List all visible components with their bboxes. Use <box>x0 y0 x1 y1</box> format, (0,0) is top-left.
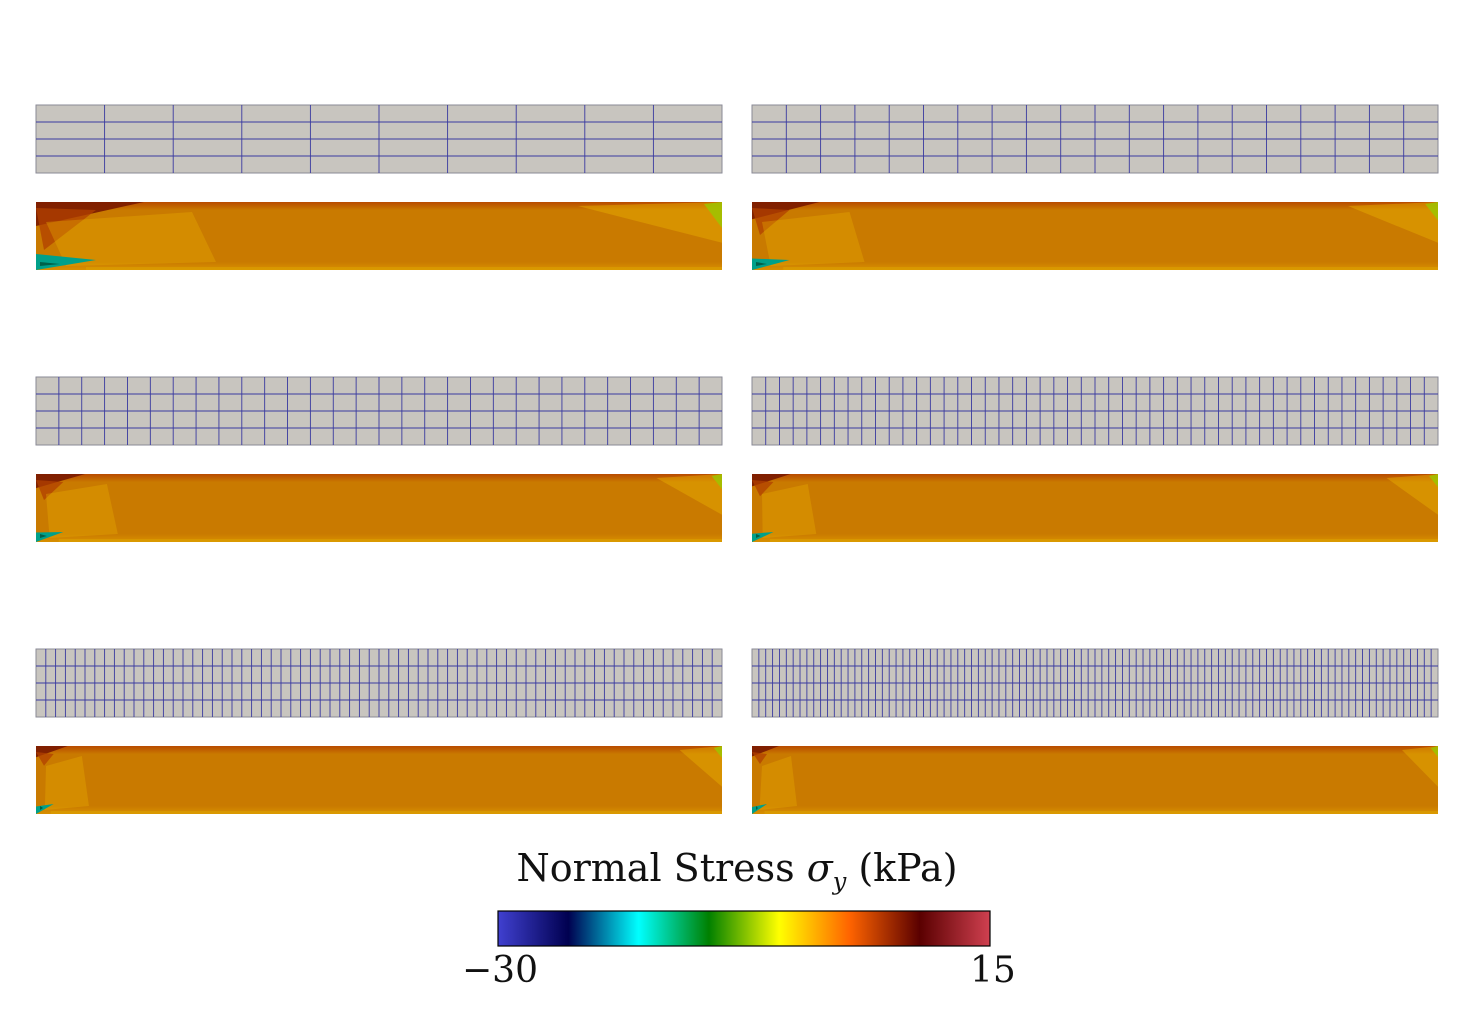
stress-field-panel <box>752 202 1438 270</box>
colorbar-title-subscript: y <box>832 867 847 896</box>
colorbar-title-unit: (kPa) <box>846 846 958 890</box>
panels-group <box>35 104 1439 814</box>
colorbar-title-symbol: σ <box>806 846 833 890</box>
mesh-panel <box>35 104 723 174</box>
stress-field-panel <box>36 474 722 542</box>
stress-field-panel <box>752 474 1438 542</box>
mesh-panel <box>35 648 723 718</box>
mesh-panel <box>751 104 1439 174</box>
stress-field-panel <box>752 746 1438 814</box>
colorbar-title-prefix: Normal Stress <box>516 846 807 890</box>
stress-field-panel <box>36 202 722 270</box>
mesh-panel <box>751 376 1439 446</box>
mesh-panel <box>35 376 723 446</box>
mesh-panel <box>751 648 1439 718</box>
colorbar-max-label: 15 <box>970 950 1016 991</box>
stress-field-panel <box>36 746 723 814</box>
colorbar-min-label: −30 <box>462 950 538 991</box>
colorbar-title: Normal Stress σy (kPa) <box>0 846 1474 896</box>
colorbar <box>497 910 991 947</box>
